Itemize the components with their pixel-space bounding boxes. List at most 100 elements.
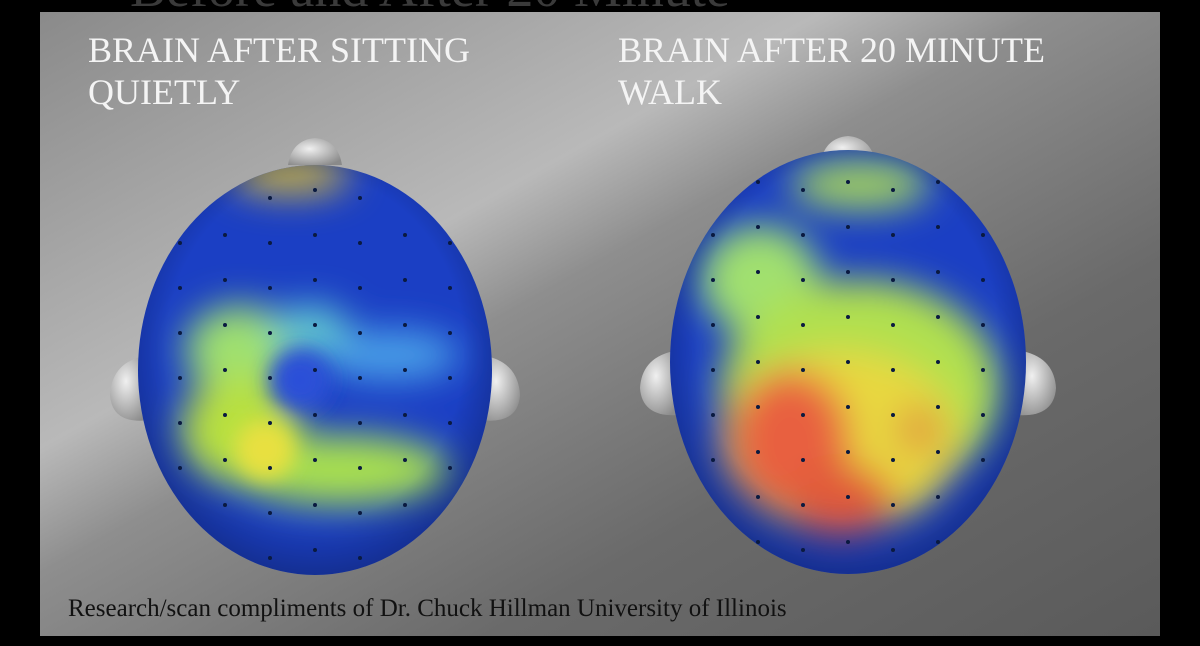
electrode-dot <box>801 458 805 462</box>
electrode-dot <box>403 323 407 327</box>
electrode-dot <box>223 503 227 507</box>
electrode-dot <box>936 315 940 319</box>
electrode-dot <box>981 323 985 327</box>
electrode-dot <box>891 233 895 237</box>
nose <box>288 138 342 165</box>
electrode-dot <box>846 540 850 544</box>
electrode-dot <box>891 548 895 552</box>
electrode-dot <box>846 180 850 184</box>
electrode-dot <box>358 466 362 470</box>
electrode-dot <box>313 233 317 237</box>
electrode-dot <box>891 368 895 372</box>
electrode-dot <box>801 368 805 372</box>
electrode-dot <box>891 278 895 282</box>
electrode-dot <box>936 405 940 409</box>
electrode-dot <box>358 511 362 515</box>
electrode-dot <box>178 331 182 335</box>
electrode-dot <box>268 466 272 470</box>
electrode-dot <box>178 286 182 290</box>
electrode-dot <box>846 360 850 364</box>
electrode-dot <box>756 495 760 499</box>
electrode-dot <box>801 413 805 417</box>
electrode-dot <box>178 466 182 470</box>
electrode-dot <box>891 503 895 507</box>
electrode-dot <box>178 421 182 425</box>
electrode-dot <box>268 196 272 200</box>
electrode-dot <box>313 503 317 507</box>
electrode-dot <box>313 188 317 192</box>
electrode-dot <box>936 495 940 499</box>
electrode-dot <box>313 323 317 327</box>
electrode-dot <box>223 323 227 327</box>
electrode-dot <box>403 458 407 462</box>
electrode-dot <box>756 225 760 229</box>
electrode-dot <box>801 278 805 282</box>
electrode-dot <box>268 241 272 245</box>
electrode-dot <box>403 503 407 507</box>
electrode-dot <box>801 233 805 237</box>
electrode-dot <box>936 540 940 544</box>
panel-label: WALK <box>618 72 722 112</box>
electrode-dot <box>711 458 715 462</box>
electrode-dot <box>756 180 760 184</box>
panel-label: QUIETLY <box>88 72 240 112</box>
electrode-dot <box>756 540 760 544</box>
electrode-dot <box>358 196 362 200</box>
electrode-dot <box>981 278 985 282</box>
electrode-dot <box>403 278 407 282</box>
electrode-dot <box>846 450 850 454</box>
electrode-dot <box>268 331 272 335</box>
electrode-dot <box>891 413 895 417</box>
electrode-dot <box>403 233 407 237</box>
electrode-dot <box>801 503 805 507</box>
heatmap <box>670 150 1026 574</box>
electrode-dot <box>358 376 362 380</box>
electrode-dot <box>268 556 272 560</box>
electrode-dot <box>846 315 850 319</box>
heatmap <box>138 165 492 575</box>
electrode-dot <box>891 323 895 327</box>
electrode-dot <box>981 413 985 417</box>
electrode-dot <box>448 466 452 470</box>
credit: Research/scan compliments of Dr. Chuck H… <box>68 595 787 622</box>
electrode-dot <box>403 413 407 417</box>
panel-label: BRAIN AFTER SITTING <box>88 30 470 70</box>
electrode-dot <box>358 556 362 560</box>
electrode-dot <box>313 278 317 282</box>
electrode-dot <box>313 413 317 417</box>
electrode-dot <box>223 458 227 462</box>
electrode-dot <box>846 270 850 274</box>
ear <box>1016 350 1056 416</box>
electrode-dot <box>756 405 760 409</box>
electrode-dot <box>846 405 850 409</box>
electrode-dot <box>891 458 895 462</box>
electrode-dot <box>223 368 227 372</box>
electrode-dot <box>313 368 317 372</box>
electrode-dot <box>981 368 985 372</box>
electrode-dot <box>936 360 940 364</box>
electrode-dot <box>756 450 760 454</box>
electrode-dot <box>358 241 362 245</box>
electrode-dot <box>981 458 985 462</box>
electrode-dot <box>448 241 452 245</box>
electrode-dot <box>801 548 805 552</box>
electrode-dot <box>936 225 940 229</box>
electrode-dot <box>756 270 760 274</box>
electrode-dot <box>358 421 362 425</box>
electrode-dot <box>268 511 272 515</box>
electrode-dot <box>846 495 850 499</box>
electrode-dot <box>223 413 227 417</box>
electrode-dot <box>403 368 407 372</box>
electrode-dot <box>178 376 182 380</box>
electrode-dot <box>313 548 317 552</box>
electrode-dot <box>358 286 362 290</box>
brain-scan-before <box>110 138 520 575</box>
electrode-dot <box>448 376 452 380</box>
electrode-dot <box>178 241 182 245</box>
electrode-dot <box>801 323 805 327</box>
electrode-dot <box>711 368 715 372</box>
ear <box>640 350 680 416</box>
electrode-dot <box>358 331 362 335</box>
electrode-dot <box>981 233 985 237</box>
